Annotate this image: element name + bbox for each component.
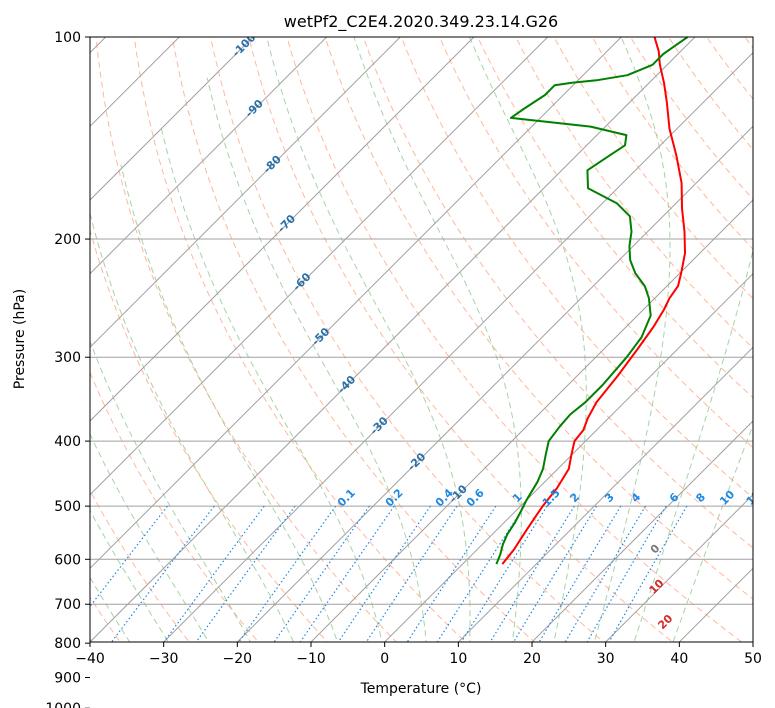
x-axis-label: Temperature (°C) — [360, 681, 482, 697]
y-tick-label: 900 — [54, 670, 81, 686]
x-tick-label: 10 — [449, 651, 467, 667]
x-tick-label: −30 — [149, 651, 179, 667]
moist-adiabats — [90, 37, 753, 642]
x-tick-label: 20 — [523, 651, 541, 667]
isotherm-line — [90, 37, 402, 349]
isotherm-line — [531, 420, 753, 642]
y-tick-label: 700 — [54, 597, 81, 613]
dry-adiabat-line — [324, 37, 753, 600]
x-tick-label: −10 — [296, 651, 326, 667]
moist-adiabat-line — [593, 37, 671, 642]
x-tick-label: 50 — [744, 651, 762, 667]
isotherm-line — [162, 51, 753, 642]
dry-adiabat-line — [171, 37, 536, 642]
isotherm-line — [236, 125, 753, 642]
mixing-ratio-line — [337, 505, 431, 642]
mixing-ratio-line — [365, 505, 458, 642]
isotherm-line — [90, 37, 328, 275]
x-tick-label: −40 — [75, 651, 105, 667]
plot-frame — [89, 36, 754, 643]
dry-adiabat-line — [210, 37, 605, 642]
mixing-ratio-label: 13 — [744, 488, 764, 508]
y-axis-ticks: 100 200 300 400 500 600 700 800 900 1000 — [45, 30, 90, 708]
isotherm-line — [90, 37, 549, 496]
moist-adiabat-line — [353, 37, 522, 642]
dry-adiabats — [90, 37, 753, 642]
isotherm-line — [90, 37, 254, 201]
isotherm-line — [310, 199, 753, 642]
moist-adiabat-line — [90, 211, 294, 642]
y-tick-label: 800 — [54, 636, 81, 652]
mixing-ratio-lines — [90, 505, 688, 642]
dry-adiabat-line — [286, 37, 743, 642]
moist-adiabat-line — [90, 432, 210, 642]
isotherm-line — [383, 272, 753, 642]
y-tick-label: 100 — [54, 30, 81, 46]
moist-adiabat-line — [120, 164, 338, 642]
moist-adiabat-line — [206, 77, 427, 642]
dry-adiabat-line — [133, 37, 467, 642]
x-tick-label: 40 — [670, 651, 688, 667]
temperature-profile — [501, 37, 686, 565]
dry-adiabat-line — [400, 37, 753, 499]
mixing-ratio-line — [299, 505, 395, 642]
y-tick-label: 600 — [54, 552, 81, 568]
x-tick-label: 30 — [597, 651, 615, 667]
dry-adiabat-line — [90, 489, 190, 642]
chart-title: wetPf2_C2E4.2020.349.23.14.G26 — [284, 12, 558, 32]
plot-area: -100-90-80-70-60-50-40-30-20-100.1 0.2 0.4… — [90, 37, 764, 642]
isotherm-line — [457, 346, 753, 642]
sounding-profiles — [495, 37, 689, 565]
x-tick-label: 0 — [380, 651, 389, 667]
x-tick-label: −20 — [223, 651, 253, 667]
y-tick-label: 500 — [54, 499, 81, 515]
dry-adiabat-line — [90, 228, 328, 642]
y-axis-label: Pressure (hPa) — [12, 289, 28, 389]
y-tick-label: 200 — [54, 232, 81, 248]
mixing-ratio-line — [238, 505, 337, 642]
isotherm-line — [90, 37, 623, 570]
dry-adiabat-line — [248, 37, 674, 642]
mixing-ratio-line — [273, 505, 370, 642]
dewpoint-profile — [495, 37, 689, 565]
isotherm-line — [90, 37, 475, 422]
moist-adiabat-line — [468, 37, 587, 642]
x-axis-ticks: −40 −30 −20 −10 0 10 20 30 40 50 — [75, 642, 762, 667]
isobars — [90, 37, 753, 605]
moist-adiabat-line — [90, 340, 251, 642]
moist-adiabat-line — [160, 124, 383, 642]
y-tick-label: 400 — [54, 434, 81, 450]
isotherm-line — [678, 567, 753, 642]
isotherms — [90, 37, 753, 642]
y-tick-label: 300 — [54, 350, 81, 366]
mixing-ratio-line — [608, 505, 688, 642]
isotherm-line — [90, 37, 696, 642]
dry-adiabat-line — [90, 371, 259, 642]
moist-adiabat-line — [266, 37, 471, 642]
y-tick-label: 1000 — [45, 701, 81, 708]
dry-adiabat-line — [439, 37, 753, 449]
isotherm-line — [604, 493, 753, 642]
